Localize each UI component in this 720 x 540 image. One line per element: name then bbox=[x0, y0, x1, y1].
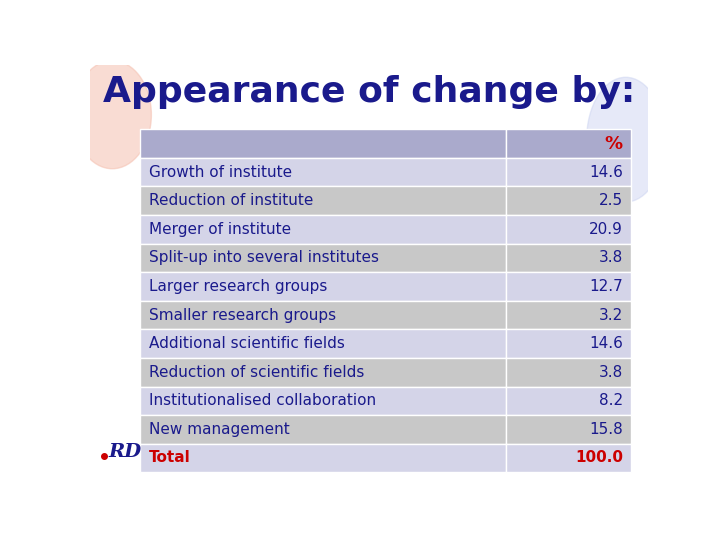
Text: 14.6: 14.6 bbox=[589, 165, 623, 180]
Ellipse shape bbox=[73, 60, 151, 168]
Text: 2.5: 2.5 bbox=[599, 193, 623, 208]
FancyBboxPatch shape bbox=[140, 444, 505, 472]
FancyBboxPatch shape bbox=[505, 272, 631, 301]
Text: Merger of institute: Merger of institute bbox=[148, 222, 291, 237]
Text: 20.9: 20.9 bbox=[589, 222, 623, 237]
Text: Split-up into several institutes: Split-up into several institutes bbox=[148, 251, 379, 265]
Text: RD: RD bbox=[109, 443, 142, 461]
Ellipse shape bbox=[587, 77, 665, 202]
FancyBboxPatch shape bbox=[140, 415, 505, 444]
Text: New management: New management bbox=[148, 422, 289, 437]
Text: 3.8: 3.8 bbox=[598, 251, 623, 265]
FancyBboxPatch shape bbox=[140, 158, 505, 186]
FancyBboxPatch shape bbox=[140, 387, 505, 415]
FancyBboxPatch shape bbox=[505, 358, 631, 387]
FancyBboxPatch shape bbox=[505, 329, 631, 358]
FancyBboxPatch shape bbox=[505, 444, 631, 472]
FancyBboxPatch shape bbox=[140, 215, 505, 244]
Text: 15.8: 15.8 bbox=[589, 422, 623, 437]
Text: Additional scientific fields: Additional scientific fields bbox=[148, 336, 344, 351]
FancyBboxPatch shape bbox=[505, 415, 631, 444]
Text: 100.0: 100.0 bbox=[575, 450, 623, 465]
FancyBboxPatch shape bbox=[505, 129, 631, 158]
FancyBboxPatch shape bbox=[140, 358, 505, 387]
FancyBboxPatch shape bbox=[140, 272, 505, 301]
FancyBboxPatch shape bbox=[505, 158, 631, 186]
FancyBboxPatch shape bbox=[505, 244, 631, 272]
Text: Growth of institute: Growth of institute bbox=[148, 165, 292, 180]
Text: Smaller research groups: Smaller research groups bbox=[148, 308, 336, 322]
FancyBboxPatch shape bbox=[140, 329, 505, 358]
FancyBboxPatch shape bbox=[505, 215, 631, 244]
FancyBboxPatch shape bbox=[140, 186, 505, 215]
Text: 14.6: 14.6 bbox=[589, 336, 623, 351]
Text: 3.2: 3.2 bbox=[598, 308, 623, 322]
Text: Institutionalised collaboration: Institutionalised collaboration bbox=[148, 393, 376, 408]
FancyBboxPatch shape bbox=[140, 244, 505, 272]
Text: Reduction of institute: Reduction of institute bbox=[148, 193, 313, 208]
Text: 3.8: 3.8 bbox=[598, 364, 623, 380]
FancyBboxPatch shape bbox=[505, 301, 631, 329]
FancyBboxPatch shape bbox=[505, 186, 631, 215]
Text: Appearance of change by:: Appearance of change by: bbox=[103, 75, 635, 109]
FancyBboxPatch shape bbox=[505, 387, 631, 415]
FancyBboxPatch shape bbox=[140, 301, 505, 329]
Text: 12.7: 12.7 bbox=[589, 279, 623, 294]
Text: Reduction of scientific fields: Reduction of scientific fields bbox=[148, 364, 364, 380]
FancyBboxPatch shape bbox=[140, 129, 505, 158]
Text: 8.2: 8.2 bbox=[599, 393, 623, 408]
Text: %: % bbox=[605, 134, 623, 152]
Text: Total: Total bbox=[148, 450, 190, 465]
Text: Larger research groups: Larger research groups bbox=[148, 279, 327, 294]
